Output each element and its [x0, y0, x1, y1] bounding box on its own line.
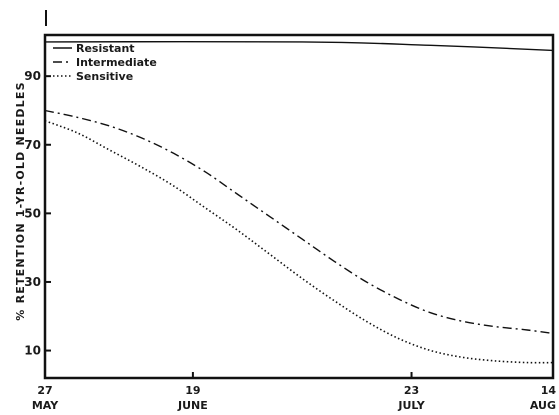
series-line-sensitive	[44, 120, 554, 364]
x-tick-day-label: 23	[404, 384, 419, 397]
series-line-resistant	[44, 40, 554, 52]
y-tick-label: 10	[24, 344, 41, 358]
x-tick-day-label: 14	[541, 384, 557, 397]
series-layer	[44, 40, 554, 364]
x-tick-month-label: JUNE	[177, 399, 208, 412]
y-tick-label: 30	[24, 275, 41, 289]
x-tick-labels: 27 MAY 19 JUNE 23 JULY 14 AUG	[32, 384, 557, 412]
y-tick-labels: 10 30 50 70 90	[24, 69, 41, 357]
tick-marks	[44, 75, 554, 378]
y-axis-label: % RETENTION 1-YR-OLD NEEDLES	[14, 81, 27, 320]
y-tick-label: 90	[24, 69, 41, 83]
y-tick-label: 70	[24, 138, 41, 152]
series-line-intermediate	[44, 109, 554, 335]
legend-label-sensitive: Sensitive	[76, 70, 133, 83]
y-tick-label: 50	[24, 206, 41, 220]
x-tick-month-label: AUG	[530, 399, 556, 412]
legend-label-resistant: Resistant	[76, 42, 135, 55]
x-tick-month-label: JULY	[397, 399, 425, 412]
plot-frame	[43, 33, 555, 380]
legend-label-intermediate: Intermediate	[76, 56, 157, 69]
x-tick-day-label: 27	[37, 384, 52, 397]
x-tick-day-label: 19	[185, 384, 200, 397]
x-tick-month-label: MAY	[32, 399, 59, 412]
